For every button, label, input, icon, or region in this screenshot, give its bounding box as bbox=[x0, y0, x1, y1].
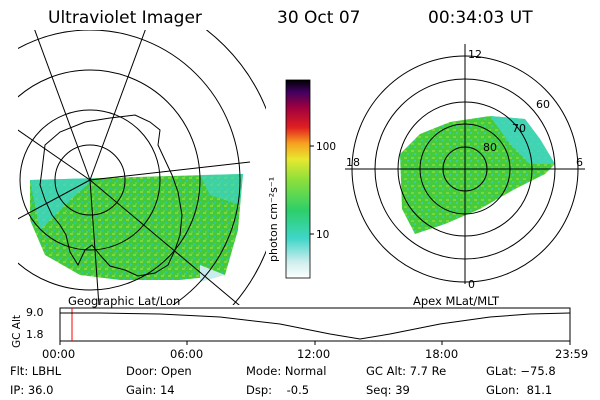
right-map-caption: Apex MLat/MLT bbox=[413, 294, 500, 308]
left-map-caption: Geographic Lat/Lon bbox=[68, 294, 181, 308]
intensity-colorbar: 100 10 photon cm⁻²s⁻¹ bbox=[267, 79, 336, 279]
altitude-ytick-1_8: 1.8 bbox=[26, 328, 44, 341]
info-gc-alt: GC Alt: 7.7 Re bbox=[366, 364, 447, 378]
altitude-ylabel: GC Alt bbox=[11, 315, 23, 348]
info-mode: Mode: Normal bbox=[246, 364, 327, 378]
altitude-xtick-2: 12:00 bbox=[297, 347, 330, 361]
colorbar-tick-100: 100 bbox=[316, 141, 336, 153]
mlt-label-18: 18 bbox=[346, 156, 360, 169]
altitude-xtick-4: 23:59 bbox=[555, 347, 588, 361]
colorbar-unit-label: photon cm⁻²s⁻¹ bbox=[267, 177, 280, 262]
colorbar-tick-10: 10 bbox=[316, 229, 329, 241]
geographic-map bbox=[18, 30, 266, 305]
lat-label-70: 70 bbox=[512, 122, 526, 135]
altitude-plot: GC Alt 9.0 1.8 00:00 06:00 12:00 18:00 2… bbox=[11, 306, 588, 361]
app-title: Ultraviolet Imager bbox=[48, 8, 202, 28]
altitude-xtick-1: 06:00 bbox=[170, 347, 203, 361]
altitude-xtick-0: 00:00 bbox=[42, 347, 75, 361]
info-glat: GLat: −75.8 bbox=[486, 364, 556, 378]
info-glon: GLon: 81.1 bbox=[486, 383, 553, 397]
info-ip: IP: 36.0 bbox=[10, 383, 54, 397]
coastline bbox=[39, 114, 183, 277]
mlt-label-12: 12 bbox=[468, 48, 482, 61]
mlt-label-6: 6 bbox=[576, 156, 583, 169]
info-seq: Seq: 39 bbox=[366, 383, 410, 397]
altitude-curve bbox=[60, 312, 571, 340]
info-gain: Gain: 14 bbox=[126, 383, 175, 397]
lat-label-60: 60 bbox=[536, 98, 550, 111]
info-flt: Flt: LBHL bbox=[10, 364, 62, 378]
altitude-xtick-3: 18:00 bbox=[425, 347, 458, 361]
mlt-label-0: 0 bbox=[468, 278, 475, 291]
time-label: 00:34:03 UT bbox=[428, 8, 533, 28]
magnetic-polar-map: 12 18 6 0 60 70 80 bbox=[345, 44, 585, 291]
info-door: Door: Open bbox=[126, 364, 192, 378]
lat-label-80: 80 bbox=[483, 141, 497, 154]
date-label: 30 Oct 07 bbox=[277, 8, 361, 28]
info-dsp: Dsp: -0.5 bbox=[246, 383, 310, 397]
altitude-ytick-9: 9.0 bbox=[26, 306, 44, 319]
